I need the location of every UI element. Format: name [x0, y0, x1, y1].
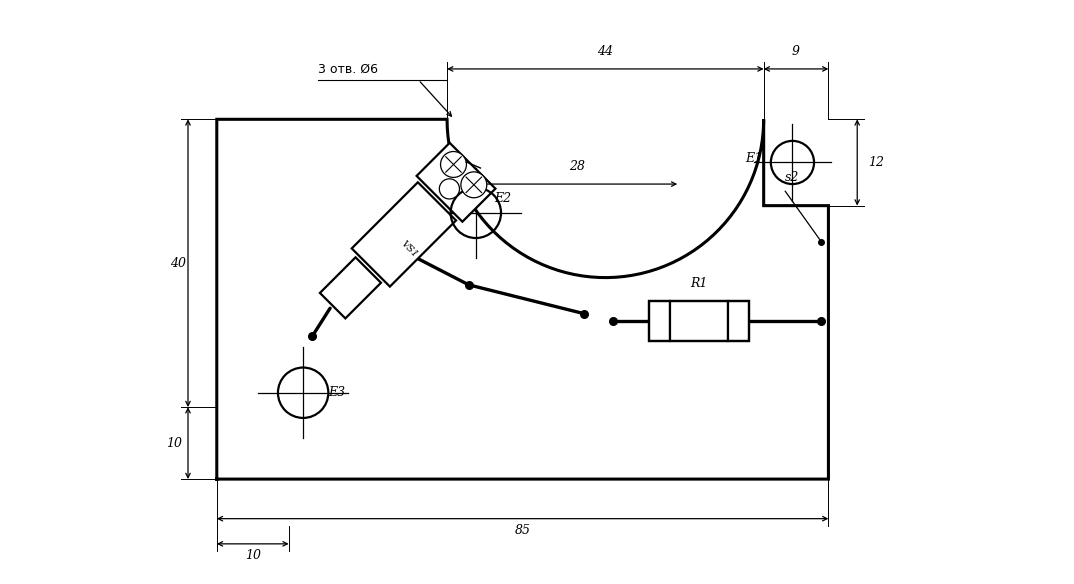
Circle shape [439, 179, 460, 199]
Bar [649, 301, 670, 340]
Text: VS1: VS1 [398, 239, 419, 260]
Bar [649, 301, 750, 340]
Text: 12: 12 [868, 156, 884, 169]
Bar [670, 301, 728, 340]
Text: 9: 9 [792, 45, 800, 58]
Text: 10: 10 [245, 549, 261, 562]
Polygon shape [351, 182, 456, 287]
Text: 44: 44 [597, 45, 613, 58]
Text: 85: 85 [514, 524, 531, 537]
Polygon shape [417, 143, 495, 222]
Text: 28: 28 [568, 160, 584, 173]
Text: E2: E2 [494, 192, 511, 205]
Bar [728, 301, 750, 340]
Text: E3: E3 [329, 386, 346, 399]
Text: R1: R1 [691, 276, 708, 290]
Text: 3 отв. Ø6: 3 отв. Ø6 [318, 62, 378, 75]
Text: 40: 40 [170, 257, 186, 270]
Text: E1: E1 [745, 152, 763, 165]
Circle shape [440, 151, 466, 178]
Text: s2: s2 [785, 171, 800, 184]
Polygon shape [320, 258, 381, 318]
Circle shape [461, 172, 487, 198]
Text: 10: 10 [166, 437, 183, 450]
